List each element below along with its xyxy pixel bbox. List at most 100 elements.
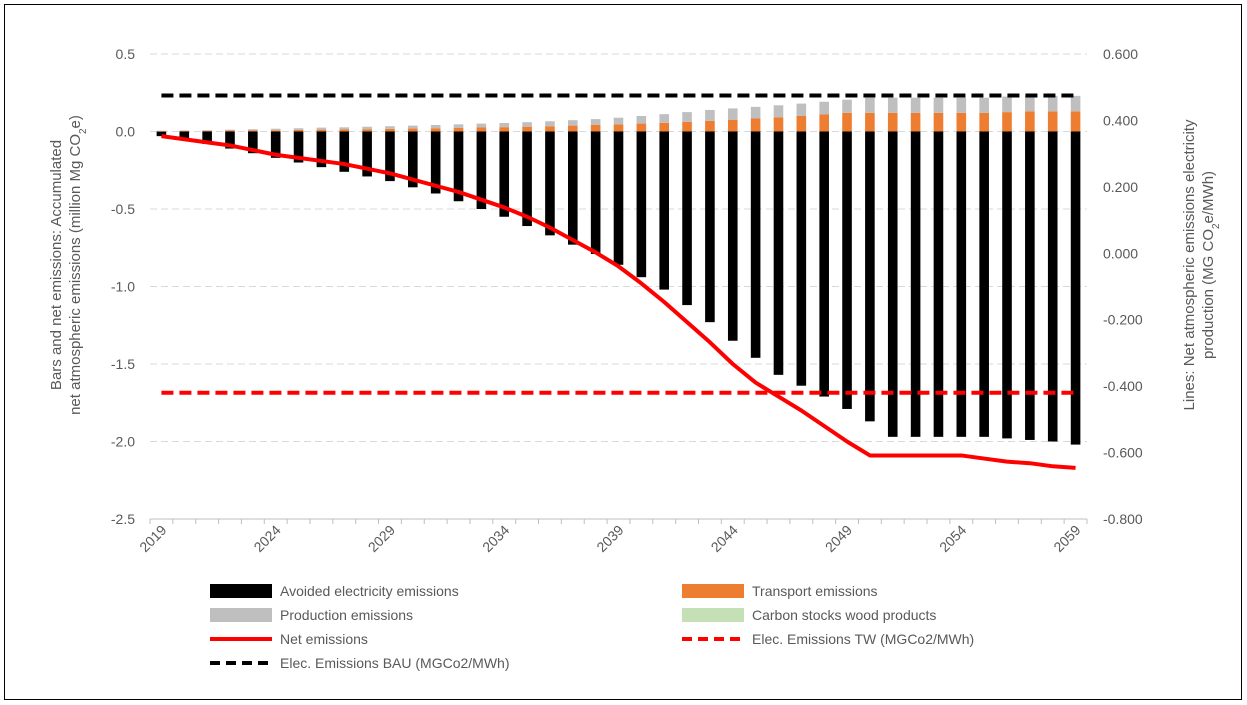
x-axis-ticks: 2019 2024 2029 2034 2039 2044 2049 2054 2059 [136,519,1088,555]
bar-avoided-electricity-emissions-2031 [430,131,441,194]
legend-item-carbon-stocks-wood-products: Carbon stocks wood products [682,607,936,623]
bar-transport-emissions-2038 [590,124,601,132]
right-axis-ticks: 0.600 0.400 0.200 0.000 -0.200 -0.400 -0.600 -0… [1103,46,1143,527]
bar-avoided-electricity-emissions-2044 [727,131,738,341]
bar-transport-emissions-2036 [545,126,555,132]
x-tick-label: 2019 [136,522,169,555]
bar-production-emissions-2041 [659,114,670,123]
bar-transport-emissions-2043 [705,120,715,132]
bar-avoided-electricity-emissions-2040 [636,131,647,278]
x-tick-label: 2049 [822,522,855,555]
bar-production-emissions-2033 [476,123,487,128]
bar-production-emissions-2047 [796,103,807,116]
bar-transport-emissions-2049 [842,112,852,132]
bar-transport-emissions-2041 [659,122,670,132]
bar-production-emissions-2035 [522,122,532,127]
bar-production-emissions-2042 [682,112,692,122]
bar-transport-emissions-2040 [636,123,647,132]
bar-transport-emissions-2029 [385,128,395,132]
bar-production-emissions-2046 [773,105,784,118]
emissions-chart: 0.5 0.0 -0.5 -1.0 -1.5 -2.0 -2.5 0.600 0.400 0.2… [48,46,1222,671]
bar-production-emissions-2049 [842,99,852,113]
bar-production-emissions-2032 [453,124,464,128]
bar-transport-emissions-2046 [773,117,784,132]
left-tick-label: -2.0 [111,434,135,450]
bar-transport-emissions-2057 [1025,111,1035,132]
legend: Avoided electricity emissions Transport e… [210,583,974,671]
bar-production-emissions-2029 [385,126,395,129]
x-tick-label: 2029 [365,522,398,555]
left-tick-label: 0.5 [116,46,136,62]
bar-avoided-electricity-emissions-2042 [682,131,692,306]
left-tick-label: -1.5 [111,356,135,372]
legend-item-transport-emissions: Transport emissions [682,583,878,599]
bar-production-emissions-2025 [293,128,304,130]
bar-production-emissions-2051 [887,97,898,113]
x-tick-label: 2059 [1050,522,1083,555]
legend-swatch [682,584,744,598]
bar-avoided-electricity-emissions-2022 [225,131,235,149]
bar-transport-emissions-2027 [339,129,350,132]
x-tick-label: 2054 [936,522,969,555]
bar-avoided-electricity-emissions-2026 [316,131,327,168]
bar-transport-emissions-2047 [796,116,807,132]
bar-avoided-electricity-emissions-2027 [339,131,350,172]
bar-transport-emissions-2052 [910,112,921,132]
bar-transport-emissions-2020 [179,131,190,132]
bar-avoided-electricity-emissions-2052 [910,131,921,437]
bar-production-emissions-2019 [156,130,167,132]
bar-avoided-electricity-emissions-2039 [613,131,624,265]
bar-transport-emissions-2058 [1047,111,1058,132]
bar-production-emissions-2045 [750,106,761,119]
bar-avoided-electricity-emissions-2036 [545,131,555,236]
bar-production-emissions-2039 [613,117,624,125]
legend-item-avoided-electricity-emissions: Avoided electricity emissions [210,583,459,599]
bar-transport-emissions-2039 [613,124,624,132]
x-tick-label: 2034 [479,522,512,555]
bar-production-emissions-2052 [910,97,921,113]
bar-transport-emissions-2022 [225,130,235,132]
bar-avoided-electricity-emissions-2048 [819,131,829,397]
bar-avoided-electricity-emissions-2055 [979,131,989,437]
bar-production-emissions-2059 [1070,95,1081,112]
bar-avoided-electricity-emissions-2033 [476,131,487,209]
bar-production-emissions-2031 [430,124,441,129]
bar-avoided-electricity-emissions-2038 [590,131,601,254]
bar-production-emissions-2028 [362,126,372,130]
bar-transport-emissions-2042 [682,121,692,132]
line-series [161,93,1076,470]
bar-production-emissions-2038 [590,119,601,125]
left-tick-label: -1.0 [111,279,135,295]
x-tick-label: 2024 [250,522,283,555]
bar-avoided-electricity-emissions-2050 [865,131,875,422]
bar-avoided-electricity-emissions-2029 [385,131,395,182]
bar-production-emissions-2058 [1047,95,1058,112]
legend-item-net-emissions: Net emissions [210,631,368,647]
bar-avoided-electricity-emissions-2054 [956,131,967,437]
right-tick-label: 0.600 [1103,46,1138,62]
bar-transport-emissions-2034 [499,127,510,132]
bar-transport-emissions-2021 [202,130,212,132]
left-tick-label: 0.0 [116,124,136,140]
bar-avoided-electricity-emissions-2053 [933,131,944,437]
bar-production-emissions-2054 [956,97,967,113]
legend-swatch [210,584,272,598]
bar-transport-emissions-2050 [865,112,875,132]
bar-transport-emissions-2051 [887,112,898,132]
bar-transport-emissions-2055 [979,112,989,132]
bar-transport-emissions-2032 [453,127,464,132]
line-net-emissions [161,134,1076,470]
bar-production-emissions-2022 [225,129,235,131]
bar-transport-emissions-2030 [408,128,418,132]
bar-avoided-electricity-emissions-2049 [842,131,852,409]
bar-avoided-electricity-emissions-2058 [1047,131,1058,442]
bar-transport-emissions-2026 [316,129,327,132]
right-tick-label: -0.400 [1103,378,1143,394]
right-tick-label: 0.200 [1103,179,1138,195]
bar-avoided-electricity-emissions-2020 [179,131,190,140]
legend-item-elec-emissions-bau-mgco2-mwh-: Elec. Emissions BAU (MGCo2/MWh) [210,655,509,671]
bar-avoided-electricity-emissions-2032 [453,131,464,202]
left-tick-label: -2.5 [111,511,135,527]
bar-production-emissions-2056 [1002,96,1012,113]
bar-transport-emissions-2035 [522,126,532,132]
